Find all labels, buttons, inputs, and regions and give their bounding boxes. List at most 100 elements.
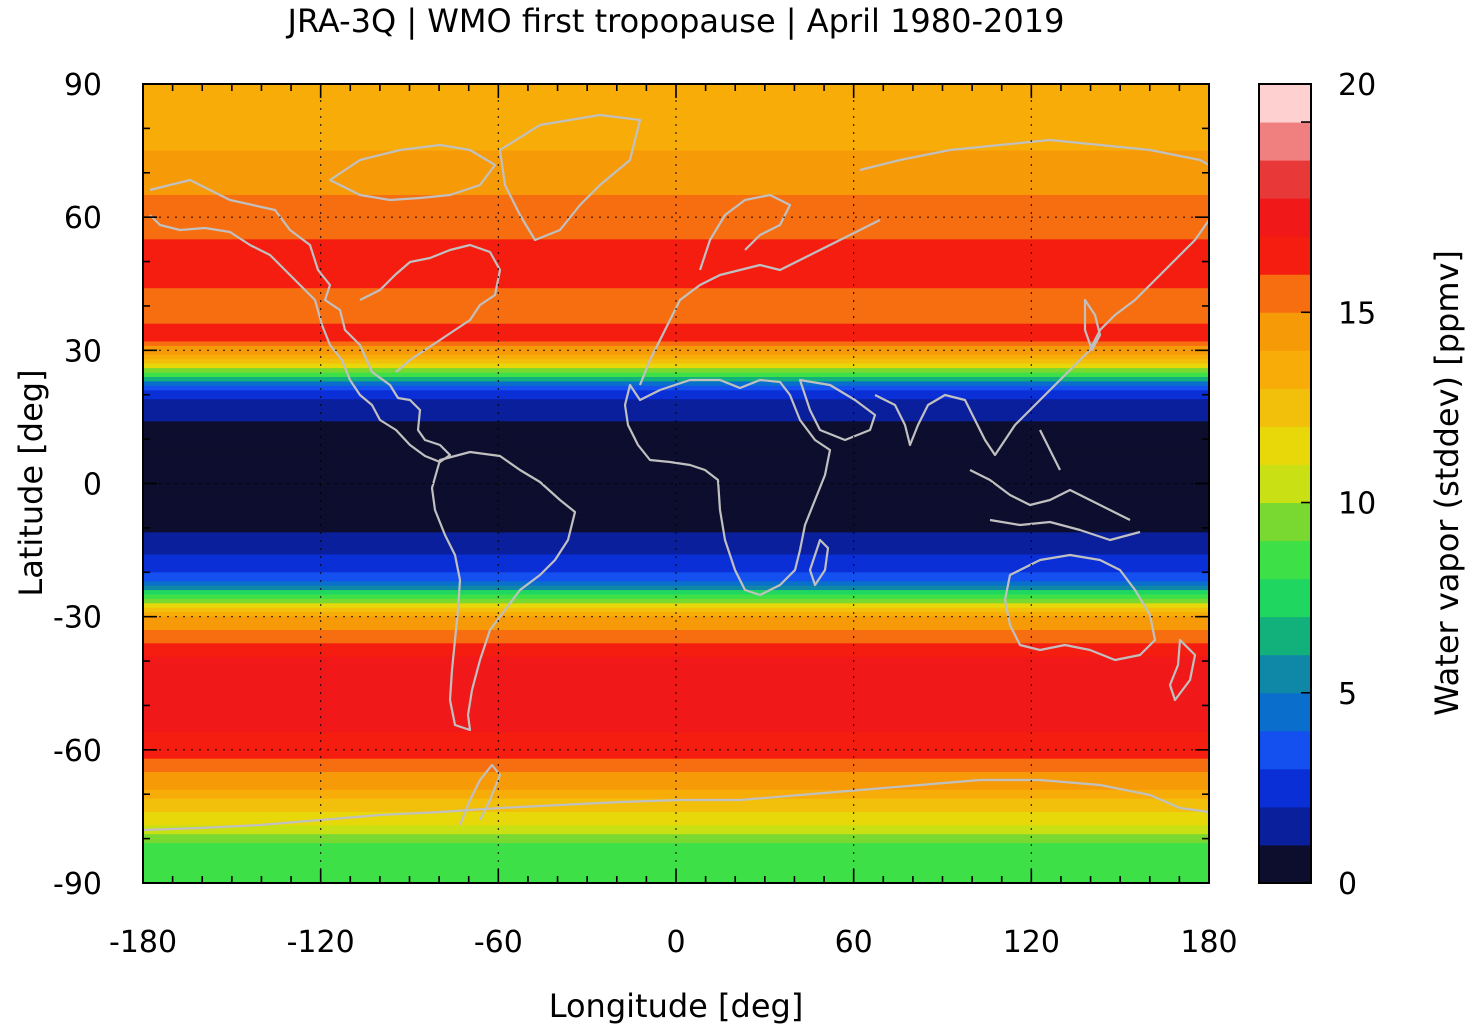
field-band (143, 150, 1209, 156)
field-band (143, 811, 1209, 818)
field-band (143, 758, 1209, 764)
x-tick-label: -120 (287, 925, 355, 960)
field-band (143, 159, 1209, 165)
colorbar-level (1259, 388, 1311, 427)
field-band (143, 701, 1209, 707)
field-band (143, 785, 1209, 791)
colorbar-tick-label: 5 (1338, 677, 1357, 712)
map-field (143, 84, 1209, 883)
field-band (143, 829, 1209, 835)
field-band (143, 607, 1209, 613)
coastline-antarctic-peninsula (458, 763, 502, 826)
field-band (143, 292, 1209, 298)
field-band (143, 110, 1209, 116)
y-tick-labels: 90 60 30 0 -30 -60 -90 (53, 68, 102, 902)
field-band (143, 550, 1209, 556)
field-band (143, 297, 1209, 303)
field-band (143, 749, 1209, 755)
colorbar-level (1259, 578, 1311, 618)
field-band (143, 536, 1209, 542)
coastline-maritime-continent (969, 429, 1141, 542)
field-band (143, 692, 1209, 698)
field-band (143, 372, 1209, 378)
field-band (143, 496, 1209, 502)
field-band (143, 328, 1209, 334)
field-band (143, 230, 1209, 236)
x-tick-label: 120 (1003, 925, 1060, 960)
field-band (143, 696, 1209, 702)
field-band (143, 208, 1209, 214)
field-band (143, 399, 1209, 405)
colorbar-frame (1258, 83, 1312, 884)
colorbar-level (1259, 654, 1311, 694)
field-band (143, 732, 1209, 738)
field-band (143, 141, 1209, 147)
field-band (143, 816, 1209, 822)
field-band (143, 807, 1209, 813)
y-axis-label: Latitude [deg] (12, 369, 50, 596)
coastline-south-america (430, 450, 577, 732)
colorbar-level (1259, 844, 1311, 884)
field-band (143, 687, 1209, 693)
axis-ticks (142, 83, 1210, 884)
field-band (143, 501, 1209, 507)
x-tick-label: -180 (109, 925, 177, 960)
field-band (143, 598, 1209, 604)
colorbar-tick-label: 10 (1338, 487, 1376, 522)
field-band (143, 181, 1209, 187)
field-band (143, 678, 1209, 684)
field-band (143, 350, 1209, 356)
field-band (143, 581, 1209, 587)
field-band (143, 212, 1209, 218)
field-band (143, 789, 1209, 795)
field-band (143, 865, 1209, 871)
field-band (143, 669, 1209, 675)
coastline-africa (623, 378, 832, 597)
field-band (143, 825, 1209, 831)
field-band (143, 736, 1209, 742)
x-tick-label: 60 (835, 925, 873, 960)
colorbar-level (1259, 236, 1311, 275)
field-band (143, 177, 1209, 183)
coastlines (143, 113, 1209, 832)
colorbar-tick-labels: 0 5 10 15 20 (1338, 68, 1376, 902)
field-band (143, 257, 1209, 263)
colorbar-label: Water vapor (stddev) [ppmv] (1428, 250, 1466, 716)
field-band (143, 851, 1209, 857)
field-band (143, 341, 1209, 347)
coastline-canada-islands (328, 143, 497, 202)
field-band (143, 416, 1209, 422)
grid-lines (143, 84, 1209, 883)
field-band (143, 780, 1209, 786)
y-tick-label: 30 (64, 334, 102, 369)
field-band (143, 190, 1209, 196)
field-band (143, 621, 1209, 627)
coastline-japan (1083, 298, 1102, 352)
x-tick-label: 0 (666, 925, 685, 960)
field-band (143, 456, 1209, 462)
field-band (143, 519, 1209, 525)
field-band (143, 239, 1209, 245)
colorbar-level (1259, 198, 1311, 237)
field-band (143, 447, 1209, 454)
colorbar-tick-label: 20 (1338, 68, 1376, 103)
y-tick-label: -90 (53, 867, 102, 902)
field-band (143, 301, 1209, 307)
field-band (143, 163, 1209, 169)
colorbar-level (1259, 84, 1311, 123)
field-band (143, 638, 1209, 644)
field-band (143, 492, 1209, 498)
coastline-arabia (798, 378, 877, 442)
x-tick-label: 180 (1180, 925, 1237, 960)
field-band (143, 652, 1209, 658)
field-band (143, 558, 1209, 564)
coastline-greenland (498, 113, 642, 242)
chart-title: JRA-3Q | WMO first tropopause | April 19… (286, 2, 1065, 40)
colorbar-level (1259, 274, 1311, 313)
field-band (143, 718, 1209, 724)
field-band (143, 323, 1209, 329)
colorbar-level (1259, 312, 1311, 351)
x-tick-label: -60 (474, 925, 523, 960)
y-tick-label: 60 (64, 201, 102, 236)
